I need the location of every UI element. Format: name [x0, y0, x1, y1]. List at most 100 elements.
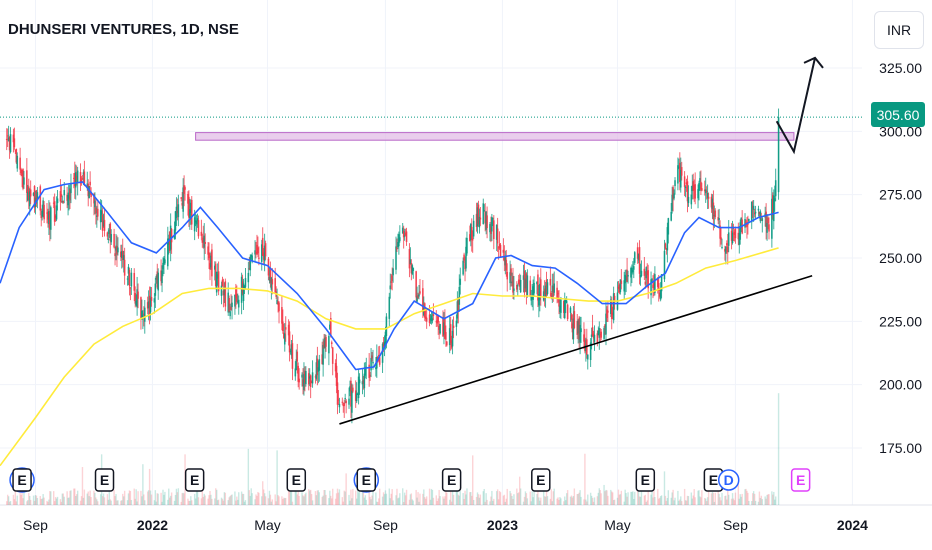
volume-bar	[6, 494, 9, 505]
candle-body	[330, 342, 333, 345]
volume-bar	[350, 489, 352, 505]
volume-bar	[215, 488, 217, 505]
earnings-marker[interactable]: E	[441, 468, 462, 492]
breakout-arrow[interactable]	[775, 57, 816, 155]
volume-bar	[485, 493, 487, 505]
volume-bar	[418, 501, 420, 505]
earnings-marker[interactable]: E	[790, 468, 811, 492]
volume-bar	[425, 498, 427, 505]
earnings-marker[interactable]: E	[286, 468, 307, 492]
candle-body	[316, 358, 319, 376]
candle-body	[532, 286, 534, 300]
volume-bar	[162, 489, 164, 505]
candle-body	[478, 216, 481, 228]
candle-body	[160, 270, 162, 282]
volume-bar	[457, 494, 460, 505]
volume-bar	[39, 496, 41, 505]
candle-body	[415, 271, 417, 298]
candle-body	[751, 206, 754, 208]
volume-bar	[284, 498, 286, 505]
earnings-marker[interactable]: E	[531, 468, 551, 492]
candle-body	[711, 198, 714, 210]
candle-body	[542, 291, 545, 301]
volume-bar	[531, 491, 533, 505]
volume-bar	[203, 493, 205, 505]
volume-bar	[510, 493, 512, 505]
volume-bar	[174, 494, 177, 505]
volume-bar	[247, 448, 250, 505]
earnings-marker[interactable]: E	[635, 468, 656, 492]
volume-bar	[405, 489, 408, 505]
y-tick-label: 175.00	[879, 440, 922, 456]
volume-bar	[9, 500, 12, 505]
resistance-band[interactable]	[195, 132, 795, 141]
candle-body	[699, 178, 701, 182]
candle-body	[337, 399, 340, 401]
volume-bar	[429, 499, 432, 505]
volume-bar	[287, 489, 290, 505]
earnings-marker[interactable]: E	[9, 467, 35, 493]
volume-bar	[236, 496, 238, 505]
candle-body	[617, 286, 620, 289]
candle-body	[61, 200, 64, 203]
volume-bar	[142, 464, 144, 505]
candle-body	[712, 202, 715, 220]
volume-bar	[102, 493, 105, 505]
support-trendline[interactable]	[339, 274, 813, 425]
candle-body	[411, 265, 414, 274]
volume-bar	[96, 499, 98, 505]
candle-body	[7, 137, 10, 142]
candle-body	[47, 211, 49, 220]
volume-bar	[677, 490, 679, 505]
volume-bar	[388, 488, 390, 505]
candle-body	[674, 180, 676, 187]
volume-bar	[368, 490, 370, 505]
candle-body	[518, 279, 521, 287]
candle-body	[597, 330, 600, 336]
candle-body	[207, 246, 209, 255]
candle-body	[584, 339, 586, 352]
volume-bar	[167, 499, 169, 505]
volume-bar	[392, 500, 394, 505]
volume-bar	[717, 489, 719, 505]
volume-bar	[358, 489, 361, 505]
candle-body	[767, 217, 769, 224]
candle-body	[155, 276, 158, 280]
candle-body	[46, 212, 48, 214]
volume-bar	[417, 492, 419, 505]
volume-bar	[701, 490, 703, 505]
candle-body	[201, 240, 204, 243]
volume-bar	[710, 493, 713, 505]
volume-bar	[211, 498, 213, 505]
volume-bar	[355, 490, 357, 505]
volume-bar	[592, 501, 595, 505]
volume-bar	[315, 495, 318, 505]
candle-body	[335, 365, 338, 387]
earnings-marker[interactable]: E	[353, 467, 380, 493]
candle-body	[86, 183, 89, 188]
volume-bar	[746, 490, 748, 505]
volume-bars	[6, 393, 780, 505]
volume-bar	[217, 499, 220, 505]
volume-bar	[254, 499, 256, 505]
volume-bar	[753, 493, 756, 505]
candle-body	[455, 320, 458, 327]
volume-bar	[377, 501, 379, 505]
volume-bar	[173, 500, 176, 505]
volume-bar	[666, 498, 669, 505]
candle-body	[136, 289, 138, 308]
dividend-marker[interactable]: D	[717, 469, 740, 491]
candle-body	[357, 376, 360, 399]
candle-body	[208, 252, 210, 259]
earnings-marker[interactable]: E	[94, 468, 115, 492]
volume-bar	[571, 497, 574, 505]
volume-bar	[419, 493, 421, 505]
currency-button[interactable]: INR	[874, 11, 924, 49]
candle-body	[52, 202, 55, 204]
volume-bar	[718, 493, 720, 505]
candle-body	[470, 226, 473, 241]
earnings-marker[interactable]: E	[184, 468, 205, 492]
volume-bar	[577, 493, 579, 505]
candle-body	[672, 187, 674, 199]
